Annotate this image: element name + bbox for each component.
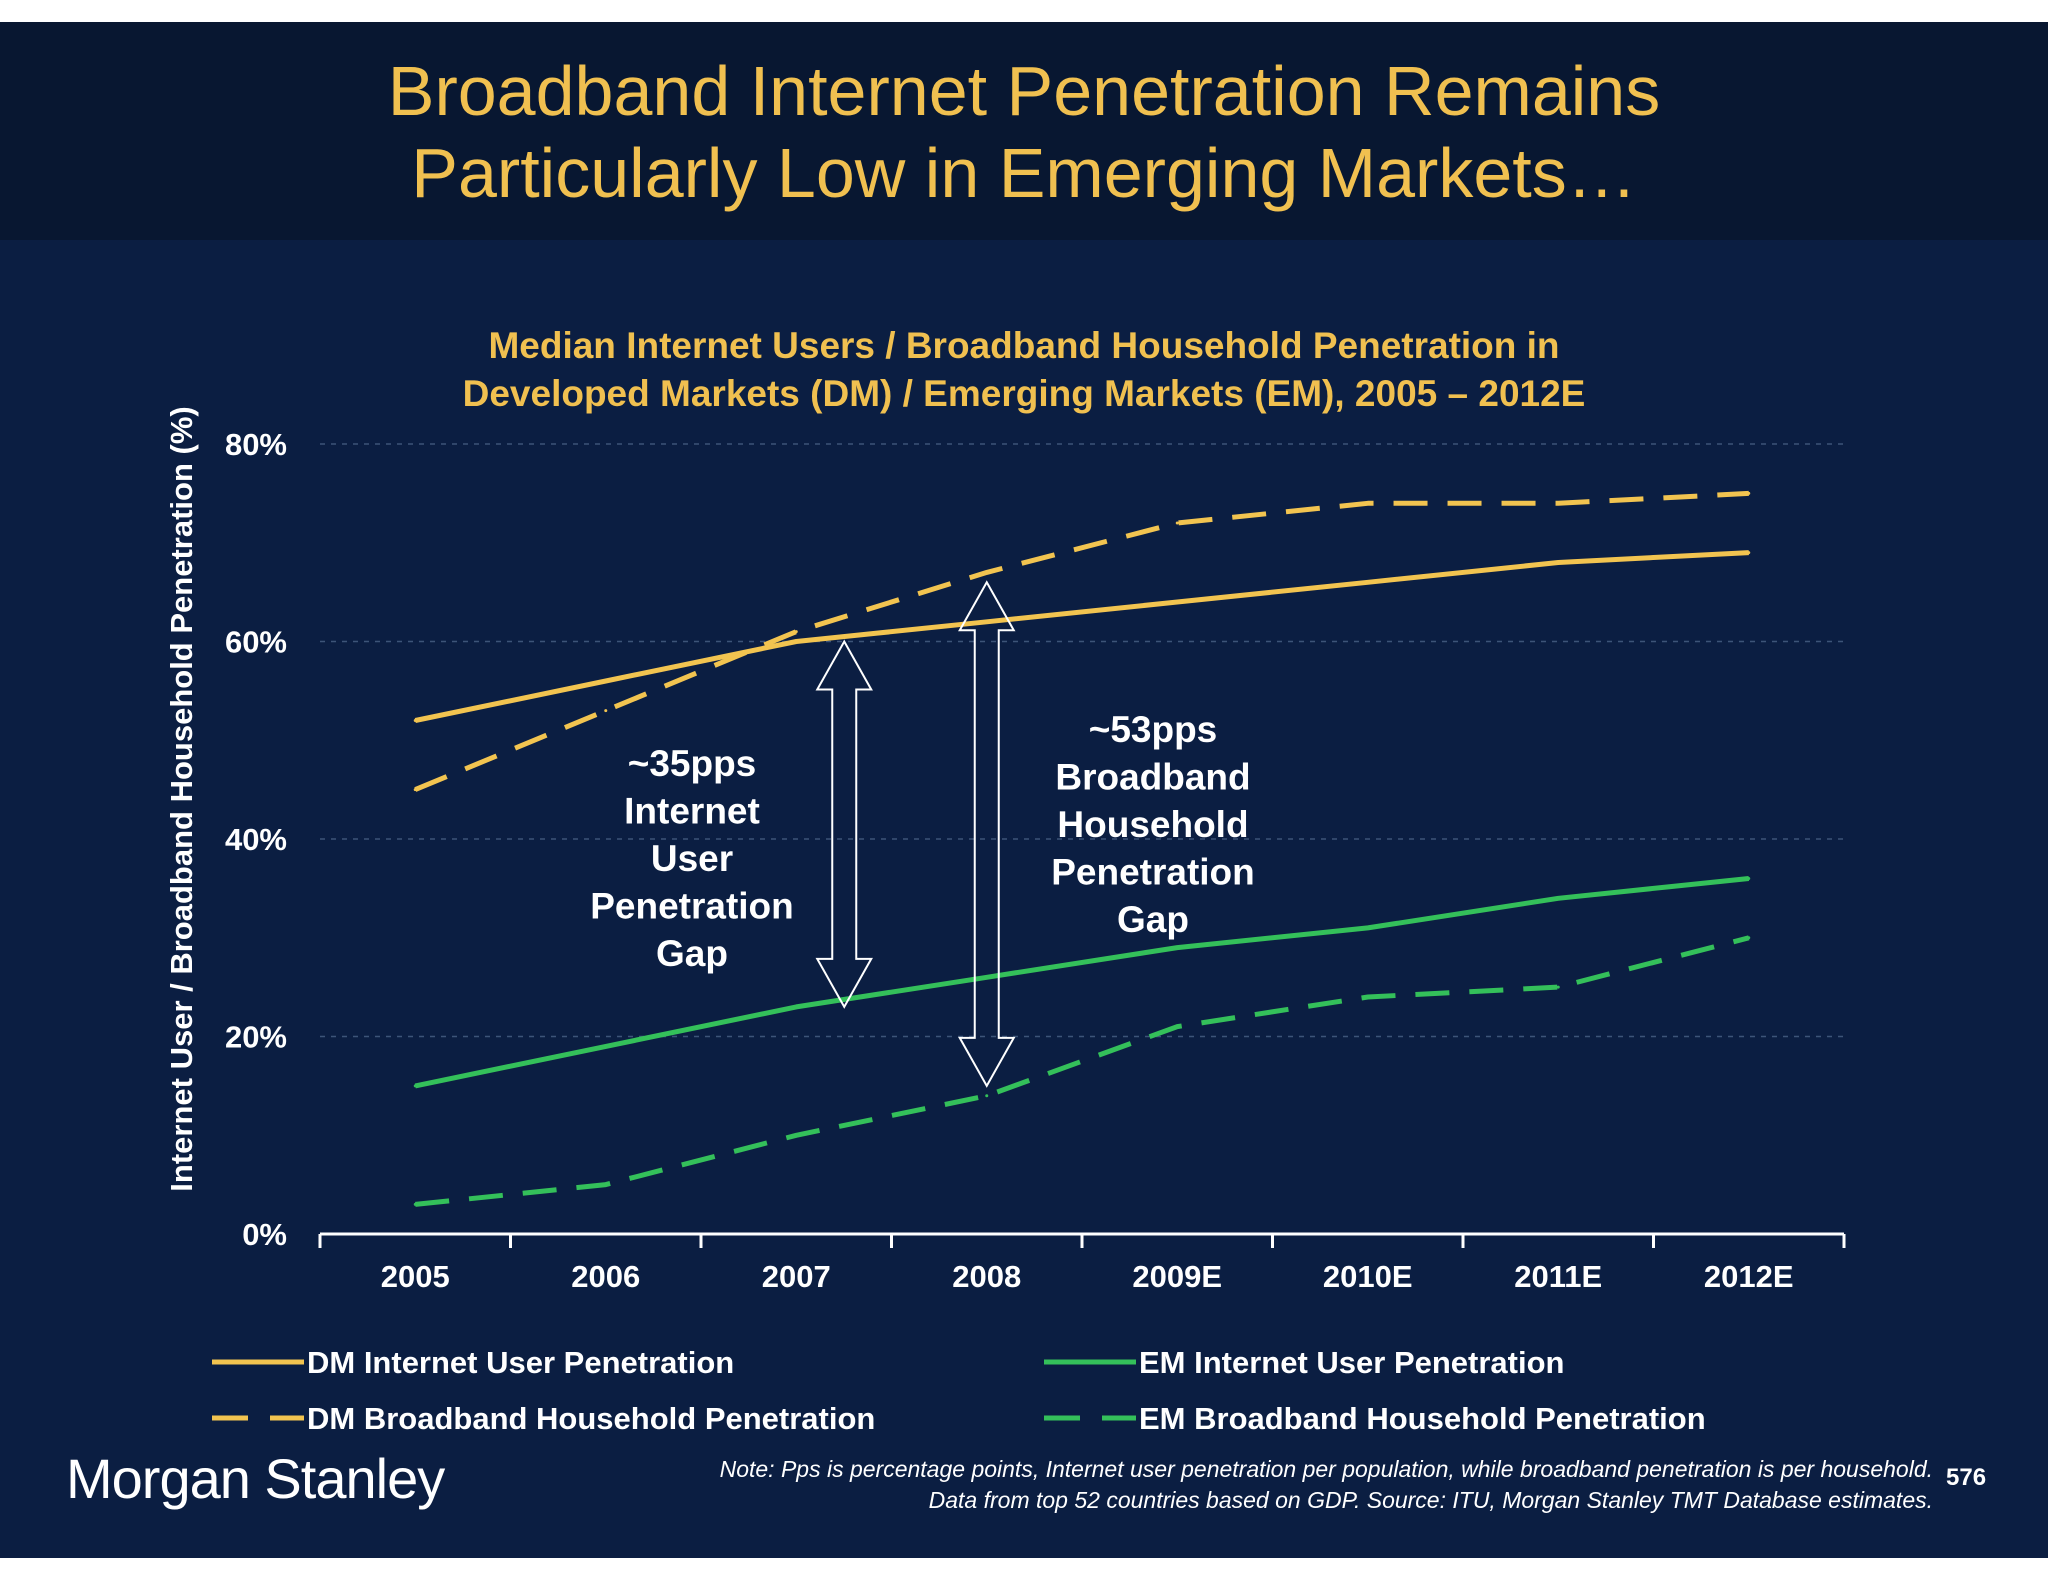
annotation-broadband-gap-line-3: Household: [1057, 804, 1248, 845]
data-point: [413, 1084, 417, 1088]
y-tick-label: 40%: [225, 822, 287, 857]
annotation-internet-gap-line-3: User: [651, 838, 733, 879]
y-tick-label: 20%: [225, 1020, 287, 1055]
data-point: [413, 719, 417, 722]
series-line-3: [414, 876, 1750, 1089]
data-point: [604, 709, 608, 713]
page-number: 576: [1946, 1464, 1987, 1491]
y-tick-label: 60%: [225, 625, 287, 660]
annotation-broadband-gap-line-4: Penetration: [1051, 852, 1255, 893]
annotation-broadband-gap-line-2: Broadband: [1055, 757, 1250, 798]
slide: Broadband Internet Penetration Remains P…: [0, 22, 2048, 1558]
data-point: [1175, 600, 1179, 604]
data-point: [1366, 926, 1370, 930]
x-tick-label: 2007: [762, 1259, 831, 1294]
morgan-stanley-logo: Morgan Stanley: [66, 1447, 445, 1510]
data-point: [604, 679, 608, 683]
x-tick-label: 2010E: [1323, 1259, 1413, 1294]
data-point: [1747, 936, 1751, 940]
data-point: [985, 975, 989, 979]
data-point: [604, 1044, 608, 1048]
y-tick-label: 0%: [242, 1217, 287, 1252]
gap-arrow-broadband: [958, 580, 1016, 1088]
data-point: [413, 1202, 417, 1206]
y-tick-label: 80%: [225, 427, 287, 462]
x-tick-label: 2012E: [1704, 1259, 1794, 1294]
data-point: [794, 640, 798, 643]
data-point: [1556, 896, 1560, 900]
data-point: [1747, 551, 1751, 555]
data-point: [1175, 1025, 1179, 1029]
data-point: [794, 630, 798, 634]
annotation-internet-gap-line-5: Gap: [656, 933, 728, 974]
footer-note-line-2: Data from top 52 countries based on GDP.…: [928, 1487, 1933, 1513]
annotation-internet-gap-line-4: Penetration: [590, 886, 794, 927]
slide-title-line-1: Broadband Internet Penetration Remains: [387, 52, 1661, 130]
x-tick-label: 2005: [381, 1259, 450, 1294]
x-tick-label: 2011E: [1514, 1259, 1602, 1294]
x-tick-label: 2008: [952, 1259, 1021, 1294]
footer-note: Note: Pps is percentage points, Internet…: [433, 1454, 1933, 1516]
annotation-broadband-gap-line-1: ~53pps: [1089, 709, 1218, 750]
data-point: [1366, 501, 1370, 505]
line-chart: Median Internet Users / Broadband Househ…: [164, 325, 1846, 1436]
x-tick-label: 2009E: [1132, 1259, 1222, 1294]
data-point: [604, 1183, 608, 1187]
series-line-4: [415, 935, 1750, 1207]
x-tick-label: 2006: [571, 1259, 640, 1294]
series-line-2: [414, 490, 1749, 792]
chart-title-line-1: Median Internet Users / Broadband Househ…: [488, 325, 1559, 366]
slide-title: Broadband Internet Penetration Remains P…: [0, 50, 2048, 214]
data-point: [1747, 491, 1751, 495]
series-line-1: [414, 550, 1749, 723]
footer-note-line-1: Note: Pps is percentage points, Internet…: [719, 1456, 1933, 1482]
header-band: [0, 22, 2048, 240]
gap-arrow-internet-users: [815, 639, 873, 1009]
data-point: [1366, 580, 1370, 584]
data-point: [794, 1133, 798, 1137]
legend-label-2: DM Broadband Household Penetration: [307, 1401, 875, 1436]
data-point: [413, 788, 417, 792]
data-point: [1747, 877, 1751, 880]
annotation-internet-gap-line-2: Internet: [624, 791, 760, 832]
legend-label-4: EM Broadband Household Penetration: [1139, 1401, 1706, 1436]
data-point: [1556, 501, 1560, 505]
chart-title-line-2: Developed Markets (DM) / Emerging Market…: [463, 373, 1586, 414]
slide-title-line-2: Particularly Low in Emerging Markets…: [411, 134, 1637, 212]
annotation-broadband-gap-line-5: Gap: [1117, 899, 1189, 940]
legend-label-1: DM Internet User Penetration: [307, 1345, 734, 1380]
legend-label-3: EM Internet User Penetration: [1139, 1345, 1564, 1380]
data-point: [985, 570, 989, 574]
data-point: [1175, 521, 1179, 525]
annotation-internet-gap-line-1: ~35pps: [628, 743, 757, 784]
data-point: [1556, 985, 1560, 989]
data-point: [985, 1094, 989, 1098]
data-point: [985, 620, 989, 624]
data-point: [1366, 995, 1370, 999]
y-axis-label: Internet User / Broadband Household Pene…: [164, 406, 199, 1191]
data-point: [1556, 561, 1560, 564]
data-point: [794, 1005, 798, 1009]
data-point: [1175, 946, 1179, 950]
